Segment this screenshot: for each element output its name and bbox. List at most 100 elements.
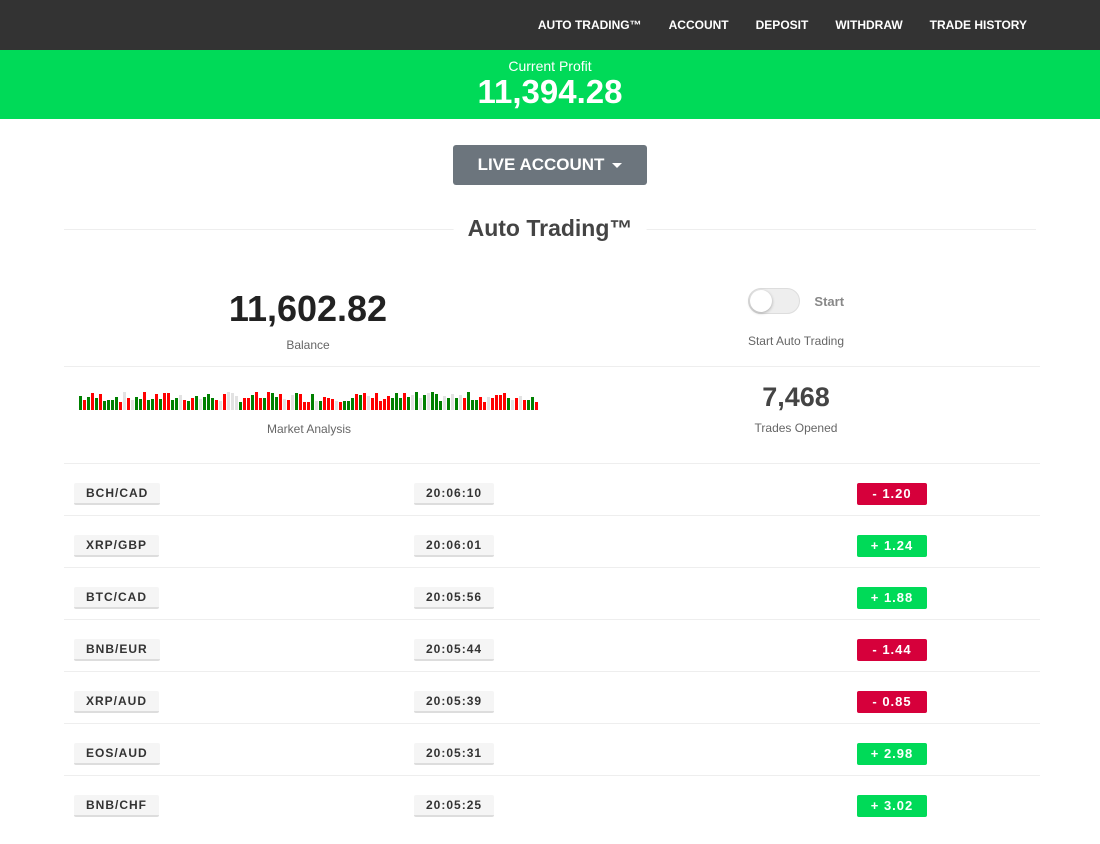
market-bar — [135, 396, 138, 410]
market-bar — [395, 392, 398, 410]
market-bar — [199, 398, 202, 410]
market-bar — [435, 393, 438, 410]
market-bar — [103, 401, 106, 410]
market-bar — [515, 397, 518, 410]
balance-label: Balance — [286, 338, 330, 352]
market-bar — [303, 401, 306, 410]
market-bar — [399, 397, 402, 410]
market-bar — [423, 394, 426, 410]
market-bar — [211, 397, 214, 410]
market-bar — [251, 394, 254, 410]
market-bar — [331, 399, 334, 410]
account-label: LIVE ACCOUNT — [477, 155, 605, 174]
trade-amount: + 1.24 — [857, 535, 927, 557]
market-bar — [155, 394, 158, 410]
market-bar — [131, 400, 134, 410]
market-bar — [495, 395, 498, 410]
market-bar — [179, 395, 182, 410]
market-bar — [355, 394, 358, 410]
nav-account[interactable]: ACCOUNT — [668, 18, 729, 32]
top-nav: AUTO TRADING™ ACCOUNT DEPOSIT WITHDRAW T… — [0, 0, 1100, 50]
nav-trade-history[interactable]: TRADE HISTORY — [929, 18, 1027, 32]
market-bar — [475, 400, 478, 410]
trade-time: 20:05:25 — [414, 795, 495, 817]
market-bar — [463, 398, 466, 410]
market-bar — [263, 397, 266, 410]
trade-pair: BTC/CAD — [74, 587, 159, 609]
trade-row: XRP/AUD 20:05:39 - 0.85 — [64, 671, 1040, 723]
account-dropdown[interactable]: LIVE ACCOUNT — [453, 145, 647, 185]
market-bar — [299, 393, 302, 410]
market-bar — [79, 396, 82, 410]
trade-time: 20:05:39 — [414, 691, 495, 713]
caret-down-icon — [612, 163, 623, 169]
market-bar — [183, 399, 186, 410]
market-bar — [383, 398, 386, 410]
market-bar — [83, 399, 86, 410]
trade-pair: BNB/CHF — [74, 795, 159, 817]
market-bar — [503, 392, 506, 410]
market-bar — [351, 397, 354, 410]
trade-amount: + 2.98 — [857, 743, 927, 765]
market-bar — [239, 401, 242, 410]
market-bar — [143, 392, 146, 410]
market-bar — [467, 392, 470, 410]
market-bar — [327, 398, 330, 410]
market-bar — [507, 398, 510, 410]
trade-amount: - 1.44 — [857, 639, 927, 661]
market-bar — [387, 396, 390, 410]
market-bar — [99, 394, 102, 410]
market-bar — [115, 397, 118, 410]
market-bar — [459, 394, 462, 410]
market-bar — [187, 401, 190, 410]
market-bar — [419, 397, 422, 410]
market-bar — [195, 395, 198, 410]
market-bar — [287, 400, 290, 410]
market-bar — [427, 392, 430, 410]
divider — [64, 366, 1040, 367]
market-bar — [91, 393, 94, 410]
market-bar — [267, 392, 270, 410]
market-bar — [347, 400, 350, 410]
market-bar — [319, 401, 322, 410]
market-bar — [87, 396, 90, 410]
market-bar — [431, 392, 434, 410]
trade-pair: BCH/CAD — [74, 483, 161, 505]
market-bar — [235, 395, 238, 410]
market-bar — [107, 399, 110, 410]
trade-row: XRP/GBP 20:06:01 + 1.24 — [64, 515, 1040, 567]
market-bar — [511, 400, 514, 410]
market-bar — [443, 396, 446, 410]
nav-deposit[interactable]: DEPOSIT — [755, 18, 809, 32]
market-bar — [311, 393, 314, 410]
market-bar — [259, 398, 262, 410]
market-bar — [275, 397, 278, 410]
trade-amount: - 1.20 — [857, 483, 927, 505]
market-bar — [339, 402, 342, 410]
market-bar — [371, 398, 374, 410]
market-bar — [491, 398, 494, 410]
market-bar — [407, 397, 410, 410]
market-bar — [367, 395, 370, 410]
market-bar — [111, 400, 114, 410]
market-bar — [295, 393, 298, 410]
market-bar — [163, 392, 166, 410]
nav-auto-trading[interactable]: AUTO TRADING™ — [537, 18, 642, 32]
market-bar — [243, 398, 246, 410]
section-title: Auto Trading™ — [453, 215, 647, 242]
trade-row: BNB/EUR 20:05:44 - 1.44 — [64, 619, 1040, 671]
market-bar — [167, 393, 170, 410]
toggle-knob — [749, 290, 772, 312]
market-bar — [159, 398, 162, 410]
trades-opened-label: Trades Opened — [754, 421, 838, 435]
market-bar — [223, 394, 226, 410]
market-bar — [483, 401, 486, 410]
market-bar — [191, 397, 194, 410]
market-bar — [139, 399, 142, 410]
nav-withdraw[interactable]: WITHDRAW — [835, 18, 903, 32]
market-bar — [279, 394, 282, 410]
market-analysis-bars — [79, 388, 539, 410]
auto-trading-toggle[interactable] — [747, 288, 800, 314]
trade-pair: BNB/EUR — [74, 639, 160, 661]
market-bar — [255, 392, 258, 410]
